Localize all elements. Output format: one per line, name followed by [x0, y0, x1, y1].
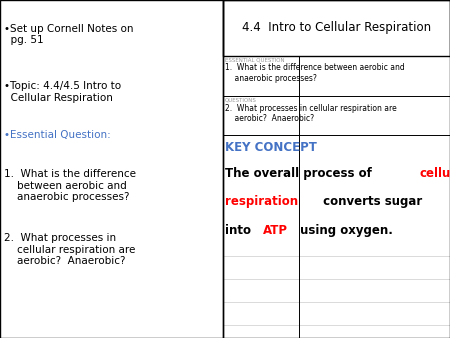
Text: QUESTIONS: QUESTIONS	[225, 98, 256, 103]
Text: •Essential Question:: •Essential Question:	[4, 130, 111, 140]
Text: 2.  What processes in cellular respiration are
    aerobic?  Anaerobic?: 2. What processes in cellular respiratio…	[225, 104, 396, 123]
Bar	[223, 0, 450, 338]
Text: The overall process of: The overall process of	[225, 167, 376, 179]
Text: •Topic: 4.4/4.5 Intro to
  Cellular Respiration: •Topic: 4.4/4.5 Intro to Cellular Respir…	[4, 81, 122, 103]
Text: cellular: cellular	[419, 167, 450, 179]
Bar	[223, 0, 450, 56]
Text: converts sugar: converts sugar	[319, 195, 422, 208]
Text: 1.  What is the difference
    between aerobic and
    anaerobic processes?: 1. What is the difference between aerobi…	[4, 169, 136, 202]
Text: ATP: ATP	[263, 224, 288, 237]
Text: 1.  What is the difference between aerobic and
    anaerobic processes?: 1. What is the difference between aerobi…	[225, 63, 404, 82]
Text: respiration: respiration	[225, 195, 298, 208]
Text: •Set up Cornell Notes on
  pg. 51: •Set up Cornell Notes on pg. 51	[4, 24, 134, 45]
Bar	[0, 0, 223, 338]
Text: KEY CONCEPT: KEY CONCEPT	[225, 141, 316, 154]
Text: 2.  What processes in
    cellular respiration are
    aerobic?  Anaerobic?: 2. What processes in cellular respiratio…	[4, 233, 136, 266]
Text: ESSENTIAL QUESTION: ESSENTIAL QUESTION	[225, 57, 284, 62]
Text: into: into	[225, 224, 255, 237]
Text: using oxygen.: using oxygen.	[296, 224, 392, 237]
Text: 4.4  Intro to Cellular Respiration: 4.4 Intro to Cellular Respiration	[242, 21, 431, 34]
